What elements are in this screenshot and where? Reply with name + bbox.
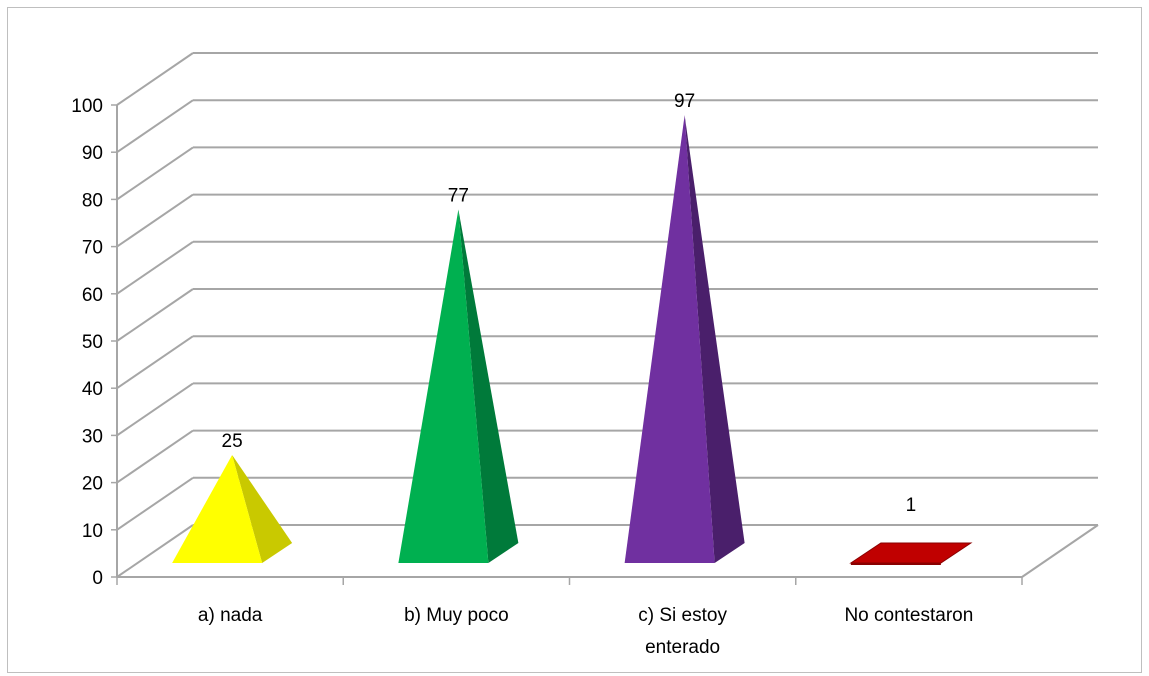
pyramid-3-side-face <box>684 115 745 563</box>
gridline-depth-70 <box>116 193 194 248</box>
gridline-depth-90 <box>116 99 194 154</box>
pyramid-2-front-face <box>398 209 489 563</box>
y-axis-ticks: 0 10 20 30 40 50 60 70 80 90 100 <box>71 96 117 589</box>
gridline-depth-80 <box>116 146 194 201</box>
gridline-depth-20 <box>116 429 194 484</box>
data-label-4: 1 <box>906 495 917 516</box>
gridlines <box>116 52 1098 578</box>
y-tick-label-0: 0 <box>92 568 103 589</box>
gridline-depth-60 <box>116 240 194 295</box>
category-label-2: b) Muy poco <box>404 605 509 626</box>
y-tick-label-60: 60 <box>82 285 103 306</box>
category-label-3-line-1: c) Si estoy <box>638 605 727 626</box>
category-labels: a) nada b) Muy poco c) Si estoy enterado No … <box>198 605 973 658</box>
y-tick-label-80: 80 <box>82 190 103 211</box>
category-label-4: No contestaron <box>844 605 973 626</box>
chart-area: 0 10 20 30 40 50 60 70 80 90 100 25 77 97 1 a) nada b)… <box>7 7 1142 673</box>
data-label-3: 97 <box>674 91 695 112</box>
pyramid-1-front-face <box>172 455 263 563</box>
floor-right-edge <box>1021 524 1099 578</box>
pyramid-4-top <box>849 542 973 564</box>
x-axis <box>116 576 1023 585</box>
pyramid-3-front-face <box>624 115 715 563</box>
y-tick-label-90: 90 <box>82 143 103 164</box>
gridline-depth-10 <box>116 476 194 531</box>
data-label-1: 25 <box>222 431 243 452</box>
y-tick-label-20: 20 <box>82 474 103 495</box>
category-label-1: a) nada <box>198 605 263 626</box>
pyramid-4-front <box>850 563 941 565</box>
pyramid-2-side-face <box>458 209 519 563</box>
data-label-2: 77 <box>448 186 469 207</box>
gridline-depth-30 <box>116 382 194 437</box>
y-tick-label-100: 100 <box>71 96 103 117</box>
gridline-depth-100 <box>116 52 194 106</box>
y-tick-label-40: 40 <box>82 379 103 400</box>
gridline-depth-0 <box>116 524 194 578</box>
gridline-depth-40 <box>116 335 194 390</box>
category-label-3-line-2: enterado <box>645 637 720 658</box>
gridline-depth-50 <box>116 288 194 342</box>
pyramids <box>172 115 973 565</box>
y-tick-label-50: 50 <box>82 332 103 353</box>
y-tick-label-70: 70 <box>82 238 103 259</box>
pyramid-1-side-face <box>232 455 293 563</box>
data-labels: 25 77 97 1 <box>222 91 917 516</box>
y-tick-label-30: 30 <box>82 426 103 447</box>
y-tick-label-10: 10 <box>82 521 103 542</box>
pyramid-chart: 0 10 20 30 40 50 60 70 80 90 100 25 77 97 1 a) nada b)… <box>71 52 1099 658</box>
